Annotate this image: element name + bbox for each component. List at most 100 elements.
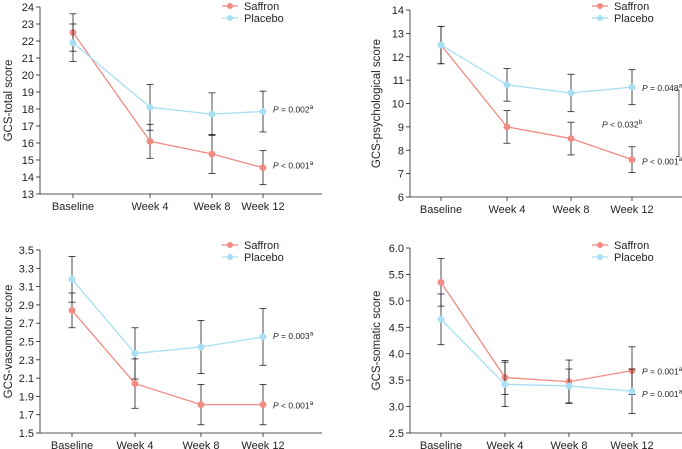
data-point [503, 123, 511, 131]
chart-panel-2: 6 7 8 9 10 11 12 13 14 Baseline Week 4 Week 8 Week 1… [371, 1, 682, 216]
p-value-annotation: P = 0.002a [273, 104, 314, 115]
p-value-annotation: P = 0.003a [273, 330, 314, 341]
y-tick-label: 9 [398, 122, 404, 134]
series-placebo [437, 25, 636, 113]
legend-swatch-marker [597, 3, 603, 9]
data-point [146, 137, 154, 145]
legend-label-placebo: Placebo [614, 252, 654, 264]
x-tick-label: Week 12 [610, 204, 653, 216]
y-tick-label: 19 [22, 87, 34, 99]
x-tick-label: Baseline [52, 201, 94, 213]
legend-label-saffron: Saffron [614, 1, 649, 13]
legend-label-placebo: Placebo [244, 13, 284, 25]
y-tick-label: 2.5 [389, 428, 404, 440]
y-tick-label: 6.0 [389, 243, 404, 255]
data-point [503, 81, 511, 89]
data-point [69, 39, 77, 47]
y-tick-label: 13 [22, 189, 34, 201]
series-line [440, 318, 633, 392]
y-tick-label: 3.1 [19, 282, 34, 294]
data-point [628, 156, 636, 164]
legend-swatch-marker [227, 3, 233, 9]
x-tick-label: Week 4 [488, 204, 525, 216]
legend-swatch-marker [597, 242, 603, 248]
y-tick-label: 21 [22, 53, 34, 65]
y-tick-label: 24 [22, 2, 34, 14]
x-tick-label: Week 4 [486, 440, 523, 449]
y-tick-label: 22 [22, 36, 34, 48]
y-tick-label: 3.5 [389, 375, 404, 387]
x-tick-label: Week 8 [550, 440, 587, 449]
legend-swatch-marker [227, 242, 233, 248]
chart-panel-4: 2.5 3.0 3.5 4.0 4.5 5.0 5.5 6.0 Baseline Week 4 We… [371, 240, 682, 449]
series-line [440, 44, 633, 94]
series-saffron [437, 25, 636, 173]
data-point [567, 89, 575, 97]
y-tick-label: 2.7 [19, 318, 34, 330]
x-tick-label: Week 4 [116, 440, 153, 449]
y-tick-label: 8 [398, 145, 404, 157]
series-placebo [437, 293, 636, 414]
y-tick-label: 18 [22, 104, 34, 116]
p-value-annotation: P = 0.001a [642, 389, 682, 400]
y-tick-label: 5.5 [389, 269, 404, 281]
y-tick-label: 12 [392, 52, 404, 64]
p-value-annotation: P < 0.001a [642, 156, 682, 167]
y-axis-label: GCS-somatic score [371, 291, 383, 391]
y-tick-label: 7 [398, 169, 404, 181]
legend-swatch-marker [227, 15, 233, 21]
y-tick-label: 2.9 [19, 300, 34, 312]
y-tick-label: 4.5 [389, 322, 404, 334]
y-tick-label: 3.5 [19, 245, 34, 257]
p-value-annotation: P < 0.001a [273, 160, 314, 171]
y-tick-label: 17 [22, 121, 34, 133]
y-tick-label: 2.3 [19, 355, 34, 367]
p-value-annotation: P < 0.001a [273, 400, 314, 411]
chart-panel-1: 13 14 15 16 17 18 19 20 21 22 23 24 Baseline Week 4 We… [3, 1, 322, 213]
data-point [565, 382, 573, 390]
significance-bracket [676, 89, 680, 157]
data-point [197, 401, 205, 409]
data-point [259, 333, 267, 341]
y-tick-label: 2.5 [19, 337, 34, 349]
y-tick-label: 14 [392, 5, 404, 17]
x-tick-label: Week 8 [182, 440, 219, 449]
data-point [208, 150, 216, 158]
y-tick-label: 16 [22, 138, 34, 150]
y-tick-label: 20 [22, 70, 34, 82]
data-point [208, 110, 216, 118]
y-tick-label: 5.0 [389, 296, 404, 308]
series-line [71, 278, 264, 355]
x-tick-label: Week 12 [610, 440, 653, 449]
legend-label-placebo: Placebo [614, 13, 654, 25]
series-saffron [437, 258, 636, 404]
data-point [567, 135, 575, 143]
legend-label-saffron: Saffron [244, 1, 279, 13]
y-tick-label: 2.1 [19, 373, 34, 385]
data-point [131, 380, 139, 388]
y-tick-label: 23 [22, 19, 34, 31]
legend-label-saffron: Saffron [614, 240, 649, 252]
series-saffron [69, 13, 267, 186]
p-value-annotation: P < 0.032b [602, 119, 643, 129]
data-point [501, 380, 509, 388]
y-tick-label: 6 [398, 192, 404, 204]
data-point [131, 349, 139, 357]
legend-label-saffron: Saffron [244, 240, 279, 252]
x-tick-label: Week 4 [131, 201, 168, 213]
x-tick-label: Baseline [420, 440, 462, 449]
p-value-annotation: P = 0.048a [642, 83, 682, 94]
series-line [72, 42, 264, 115]
y-tick-label: 14 [22, 172, 34, 184]
y-tick-label: 4.0 [389, 349, 404, 361]
y-tick-label: 13 [392, 28, 404, 40]
data-point [259, 108, 267, 116]
x-tick-label: Week 12 [241, 440, 284, 449]
data-point [197, 343, 205, 351]
x-tick-label: Week 12 [241, 201, 284, 213]
series-line [440, 44, 633, 161]
x-tick-label: Baseline [420, 204, 462, 216]
y-tick-label: 1.7 [19, 410, 34, 422]
legend-swatch-marker [597, 15, 603, 21]
